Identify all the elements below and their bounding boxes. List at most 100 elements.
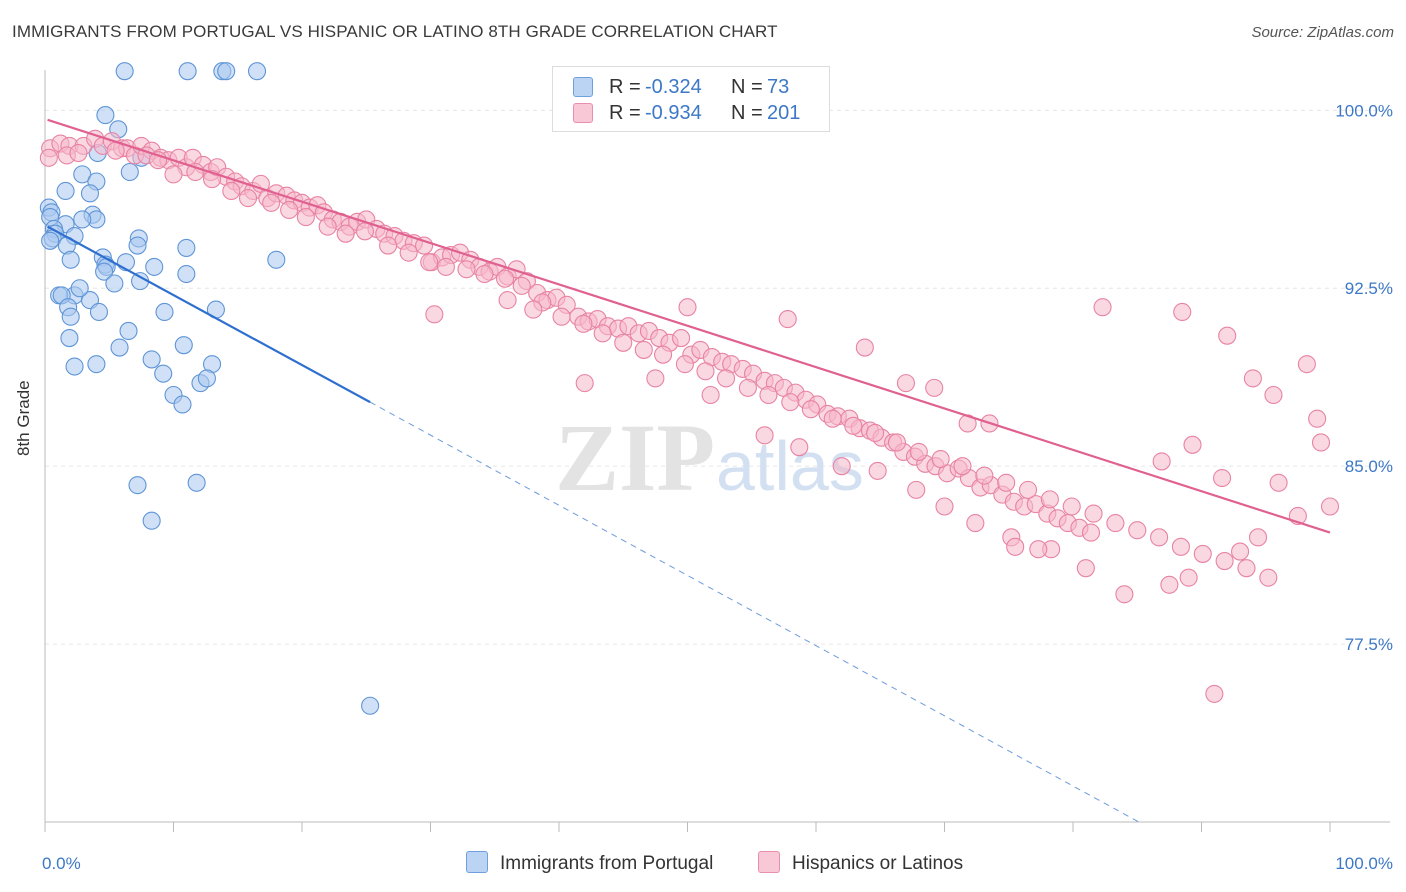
data-point-hispanic [1081, 523, 1101, 542]
data-point-hispanic [696, 362, 715, 381]
axes [44, 70, 1390, 832]
data-point-hispanic [823, 409, 842, 428]
data-point-hispanic [790, 438, 809, 457]
data-point-portugal [173, 395, 192, 414]
data-point-hispanic [318, 217, 337, 236]
data-point-portugal [89, 302, 109, 322]
data-point-hispanic [909, 442, 928, 461]
series-portugal-points [39, 62, 380, 715]
data-point-hispanic [634, 340, 653, 359]
chart-source: Source: ZipAtlas.com [1251, 24, 1394, 41]
watermark-zip: ZIP [555, 404, 715, 511]
data-point-hispanic [1115, 585, 1134, 604]
data-point-hispanic [935, 497, 954, 516]
data-point-portugal [61, 307, 80, 326]
data-point-hispanic [1150, 528, 1169, 547]
data-point-hispanic [1259, 568, 1278, 587]
data-point-hispanic [498, 291, 517, 310]
data-point-hispanic [781, 393, 800, 412]
data-point-hispanic [738, 378, 757, 397]
data-point-hispanic [855, 338, 874, 357]
data-point-hispanic [866, 423, 885, 443]
data-point-hispanic [399, 243, 418, 262]
data-point-hispanic [574, 314, 593, 333]
data-point-portugal [155, 302, 174, 322]
data-point-hispanic [164, 165, 183, 184]
data-point-hispanic [280, 200, 299, 220]
legend-swatch-blue [573, 77, 593, 97]
legend-r-label: R = [609, 76, 641, 98]
data-point-hispanic [966, 514, 985, 533]
data-point-hispanic [1237, 559, 1256, 578]
x-tick-label: 100.0% [1335, 854, 1393, 873]
data-point-hispanic [716, 369, 736, 388]
data-point-hispanic [355, 222, 375, 241]
data-point-hispanic [1171, 537, 1190, 556]
data-point-hispanic [457, 260, 476, 279]
data-point-portugal [119, 321, 138, 340]
data-point-hispanic [425, 305, 444, 324]
data-point-portugal [174, 336, 193, 355]
data-point-hispanic [975, 466, 994, 485]
data-point-portugal [128, 476, 147, 495]
data-point-portugal [142, 350, 161, 369]
legend-r-value: -0.324 [645, 76, 702, 98]
data-point-hispanic [512, 276, 531, 295]
chart-title: IMMIGRANTS FROM PORTUGAL VS HISPANIC OR … [12, 22, 778, 41]
data-point-hispanic [1173, 302, 1192, 322]
data-point-hispanic [296, 208, 315, 227]
data-point-hispanic [678, 298, 697, 317]
data-point-hispanic [832, 457, 851, 476]
data-point-hispanic [887, 433, 907, 452]
data-point-portugal [61, 250, 80, 269]
legend-swatch-pink [573, 103, 593, 123]
data-point-hispanic [1106, 514, 1125, 533]
data-point-portugal [177, 264, 196, 284]
data-point-portugal [154, 364, 173, 383]
data-point-hispanic [614, 333, 633, 352]
data-point-hispanic [931, 449, 950, 469]
data-point-hispanic [1218, 326, 1237, 345]
data-point-hispanic [495, 269, 515, 288]
y-tick-label: 77.5% [1345, 635, 1393, 654]
data-point-hispanic [778, 310, 797, 329]
data-point-hispanic [1320, 497, 1340, 516]
trendline-portugal [47, 225, 371, 404]
data-point-hispanic [1006, 537, 1025, 556]
data-point-portugal [128, 236, 147, 255]
data-point-hispanic [1152, 452, 1171, 471]
legend-label-portugal: Immigrants from Portugal [500, 853, 714, 874]
data-point-portugal [145, 257, 164, 276]
data-point-hispanic [925, 378, 944, 397]
data-point-hispanic [1183, 435, 1202, 454]
legend-r-value: -0.934 [645, 102, 702, 124]
trendline-portugal-extension [369, 401, 1140, 823]
data-point-portugal [56, 181, 75, 201]
data-point-hispanic [675, 355, 694, 374]
data-point-hispanic [1160, 575, 1179, 594]
legend-n-value: 201 [767, 102, 801, 124]
data-point-portugal [73, 210, 92, 229]
data-point-portugal [177, 238, 196, 257]
legend-n-value: 73 [767, 76, 790, 98]
data-point-hispanic [69, 143, 88, 163]
legend-swatch-pink [758, 851, 780, 873]
data-point-hispanic [907, 480, 926, 499]
data-point-hispanic [1231, 542, 1250, 561]
data-point-portugal [41, 231, 60, 250]
data-point-hispanic [524, 300, 543, 319]
data-point-portugal [105, 274, 124, 293]
data-point-hispanic [953, 457, 972, 476]
legend-item-hispanic: Hispanics or Latinos [758, 850, 963, 878]
tick-labels: 100.0% 92.5% 85.0% 77.5% 0.0% 100.0% [42, 101, 1393, 873]
data-point-portugal [178, 62, 197, 81]
x-tick-label: 0.0% [42, 854, 81, 873]
y-tick-label: 100.0% [1335, 101, 1393, 120]
data-point-hispanic [1093, 298, 1112, 317]
data-point-hispanic [1062, 497, 1081, 516]
data-point-portugal [60, 329, 79, 348]
trend-lines [47, 118, 1331, 823]
data-point-portugal [95, 262, 114, 281]
data-point-hispanic [1264, 385, 1283, 405]
